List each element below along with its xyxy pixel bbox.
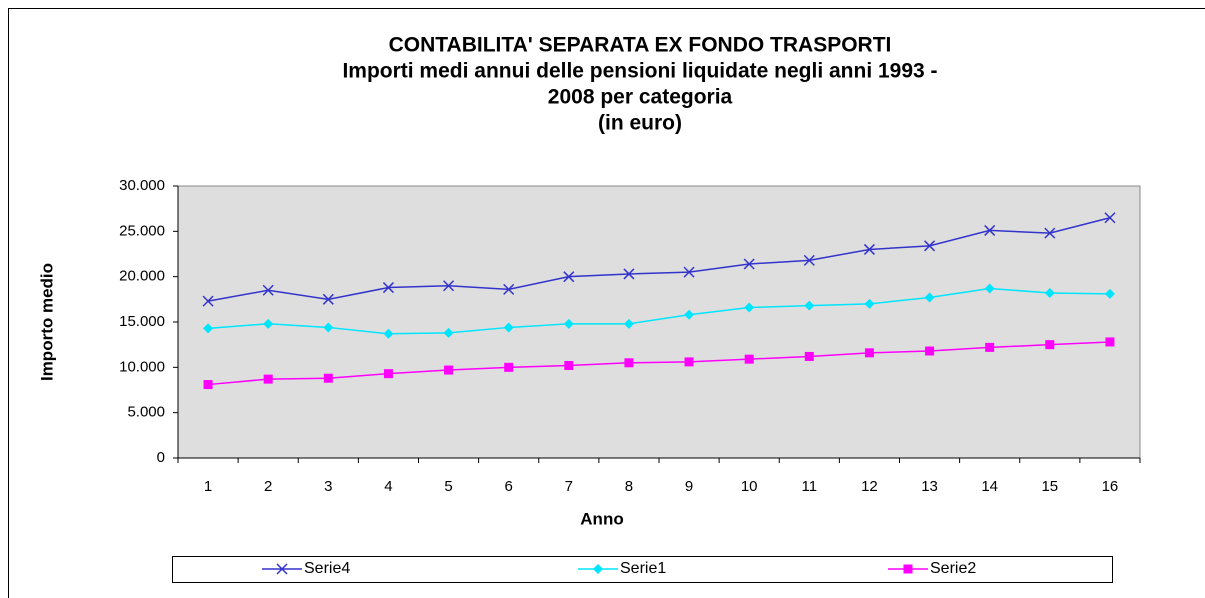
chart-title: Importi medi annui delle pensioni liquid… <box>342 60 937 83</box>
legend-box <box>172 556 1113 583</box>
legend-label: Serie1 <box>620 560 666 577</box>
marker <box>684 357 694 367</box>
marker <box>383 328 394 339</box>
y-tick-label: 15.000 <box>119 313 165 330</box>
x-axis-label: Anno <box>580 509 623 528</box>
marker <box>623 268 635 280</box>
x-tick-label: 11 <box>802 478 818 495</box>
x-tick-label: 1 <box>204 478 212 495</box>
marker <box>263 374 273 384</box>
marker <box>443 280 455 292</box>
marker <box>593 564 603 574</box>
marker <box>1105 337 1115 347</box>
marker <box>444 365 454 375</box>
marker <box>563 318 574 329</box>
marker <box>624 358 634 368</box>
chart-title: CONTABILITA' SEPARATA EX FONDO TRASPORTI <box>389 34 892 57</box>
marker <box>1045 340 1055 350</box>
x-tick-label: 7 <box>565 478 573 495</box>
marker <box>1044 227 1056 239</box>
y-tick-label: 25.000 <box>119 222 165 239</box>
y-axis-label: Importo medio <box>37 263 56 381</box>
x-tick-label: 3 <box>324 478 332 495</box>
chart-title: (in euro) <box>598 112 682 135</box>
marker <box>985 342 995 352</box>
marker <box>323 322 334 333</box>
marker <box>924 240 936 252</box>
marker <box>984 283 995 294</box>
marker <box>864 348 874 358</box>
marker <box>203 380 213 390</box>
y-tick-label: 5.000 <box>127 404 165 421</box>
marker <box>863 243 875 255</box>
marker <box>202 295 214 307</box>
marker <box>276 563 288 575</box>
y-tick-label: 20.000 <box>119 268 165 285</box>
x-tick-label: 14 <box>981 478 998 495</box>
y-tick-label: 0 <box>157 449 165 466</box>
marker <box>203 323 214 334</box>
marker <box>803 254 815 266</box>
marker <box>504 362 514 372</box>
x-tick-label: 13 <box>921 478 938 495</box>
marker <box>684 309 695 320</box>
x-tick-label: 10 <box>741 478 758 495</box>
marker <box>743 258 755 270</box>
chart-title: 2008 per categoria <box>548 86 733 109</box>
x-tick-label: 8 <box>625 478 633 495</box>
x-tick-label: 2 <box>264 478 272 495</box>
marker <box>262 284 274 296</box>
marker <box>984 224 996 236</box>
series-line <box>207 217 1111 302</box>
x-tick-label: 6 <box>505 478 513 495</box>
marker <box>744 302 755 313</box>
y-tick-label: 30.000 <box>119 177 165 194</box>
x-tick-label: 12 <box>861 478 878 495</box>
x-tick-label: 5 <box>444 478 452 495</box>
marker <box>323 373 333 383</box>
marker <box>804 351 814 361</box>
marker <box>503 322 514 333</box>
marker <box>382 282 394 294</box>
legend-label: Serie2 <box>930 560 976 577</box>
plot-area <box>177 185 1141 459</box>
marker <box>804 300 815 311</box>
marker <box>744 354 754 364</box>
marker <box>383 369 393 379</box>
x-tick-label: 16 <box>1102 478 1119 495</box>
marker <box>683 266 695 278</box>
marker <box>564 361 574 371</box>
marker <box>503 283 515 295</box>
series-line <box>207 341 1110 386</box>
series-line <box>208 287 1110 335</box>
marker <box>322 293 334 305</box>
marker <box>623 318 634 329</box>
marker <box>1044 287 1055 298</box>
x-tick-label: 15 <box>1041 478 1058 495</box>
marker <box>1104 212 1116 224</box>
marker <box>443 327 454 338</box>
marker <box>903 564 913 574</box>
x-tick-label: 4 <box>384 478 392 495</box>
marker <box>263 318 274 329</box>
legend-label: Serie4 <box>304 560 350 577</box>
marker <box>563 271 575 283</box>
marker <box>1104 288 1115 299</box>
y-tick-label: 10.000 <box>119 358 165 375</box>
x-tick-label: 9 <box>685 478 693 495</box>
marker <box>924 292 935 303</box>
marker <box>925 346 935 356</box>
marker <box>864 298 875 309</box>
